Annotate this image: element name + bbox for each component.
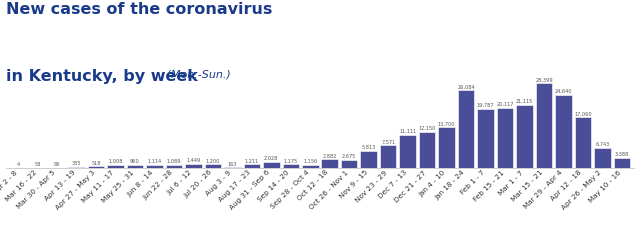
Text: 1,449: 1,449 [186, 158, 200, 163]
Bar [146, 165, 163, 168]
Text: 7,571: 7,571 [381, 140, 396, 144]
Bar [555, 95, 572, 168]
Text: 2,882: 2,882 [323, 153, 337, 159]
Text: 2,675: 2,675 [342, 154, 356, 159]
Bar [477, 109, 494, 168]
Text: 28,399: 28,399 [535, 78, 553, 82]
Bar [224, 167, 241, 168]
Text: 163: 163 [228, 162, 237, 166]
Text: 1,156: 1,156 [303, 159, 317, 164]
Text: 21,115: 21,115 [516, 99, 533, 104]
Bar [244, 164, 260, 168]
Bar [302, 165, 319, 168]
Text: 2,028: 2,028 [264, 156, 278, 161]
Bar [536, 83, 552, 168]
Bar [263, 162, 280, 168]
Text: 1,175: 1,175 [284, 159, 298, 164]
Text: 1,089: 1,089 [166, 159, 181, 164]
Text: (Mon.-Sun.): (Mon.-Sun.) [163, 69, 231, 79]
Bar [88, 166, 104, 168]
Bar [497, 108, 513, 168]
Text: 335: 335 [72, 161, 81, 166]
Text: 19,787: 19,787 [477, 103, 494, 108]
Bar [360, 151, 377, 168]
Text: 86: 86 [54, 162, 60, 167]
Text: New cases of the coronavirus: New cases of the coronavirus [6, 2, 273, 18]
Bar [321, 159, 338, 168]
Text: 13,700: 13,700 [438, 121, 455, 126]
Text: 12,150: 12,150 [419, 126, 436, 131]
Text: 960: 960 [130, 159, 140, 164]
Bar [575, 117, 591, 168]
Bar [107, 165, 124, 168]
Text: 1,114: 1,114 [147, 159, 161, 164]
Bar [399, 135, 416, 168]
Text: 518: 518 [92, 161, 100, 165]
Text: 17,060: 17,060 [574, 111, 592, 116]
Bar [380, 145, 396, 168]
Text: in Kentucky, by week: in Kentucky, by week [6, 69, 198, 84]
Text: 1,200: 1,200 [205, 159, 220, 164]
Text: 20,117: 20,117 [497, 102, 514, 107]
Bar [419, 132, 435, 168]
Bar [516, 105, 532, 168]
Text: 1,211: 1,211 [244, 159, 259, 164]
Text: 6,743: 6,743 [595, 142, 609, 147]
Bar [458, 90, 474, 168]
Bar [282, 165, 299, 168]
Text: 26,084: 26,084 [457, 84, 475, 89]
Text: 4: 4 [17, 162, 20, 167]
Bar [614, 158, 630, 168]
Text: 3,388: 3,388 [615, 152, 629, 157]
Bar [205, 165, 221, 168]
Bar [68, 167, 84, 168]
Bar [341, 160, 358, 168]
Bar [166, 165, 182, 168]
Text: 11,111: 11,111 [399, 129, 416, 134]
Bar [594, 148, 611, 168]
Text: 58: 58 [35, 162, 41, 167]
Bar [127, 165, 143, 168]
Bar [438, 127, 455, 168]
Text: 24,640: 24,640 [555, 89, 572, 94]
Text: 1,008: 1,008 [108, 159, 123, 164]
Text: 5,813: 5,813 [362, 145, 376, 150]
Bar [185, 164, 202, 168]
